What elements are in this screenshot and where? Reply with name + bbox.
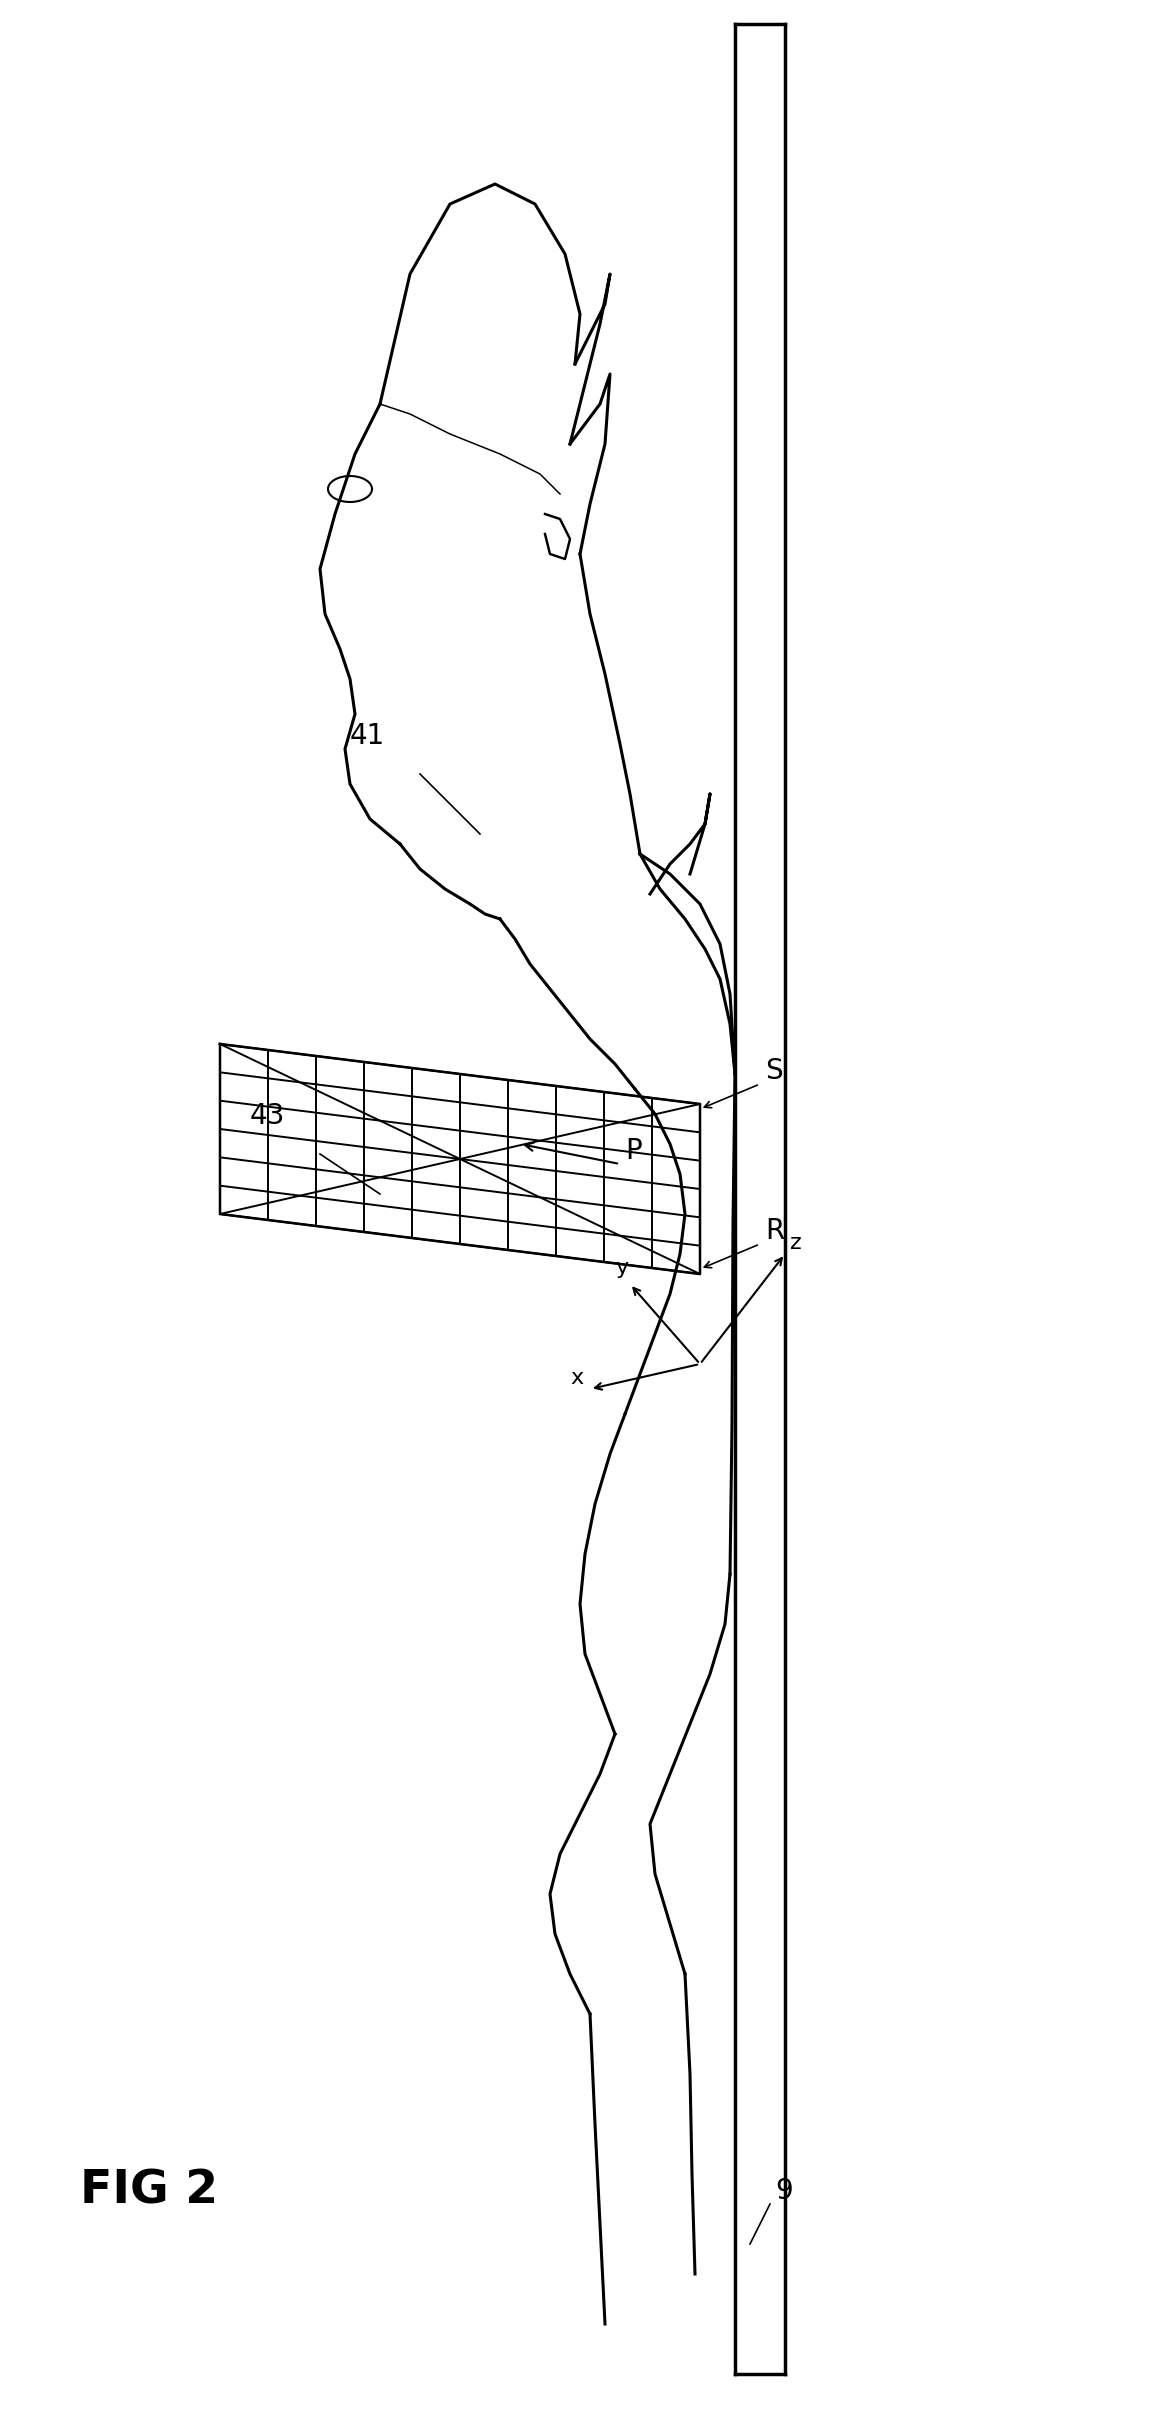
Text: z: z	[790, 1234, 802, 1253]
Text: 41: 41	[350, 722, 385, 749]
Text: y: y	[615, 1258, 628, 1277]
Text: 43: 43	[250, 1103, 286, 1130]
Text: 9: 9	[775, 2177, 793, 2206]
Text: P: P	[626, 1137, 642, 1166]
Text: S: S	[765, 1057, 782, 1086]
Text: x: x	[570, 1367, 583, 1389]
Text: R: R	[765, 1217, 785, 1246]
Text: FIG 2: FIG 2	[79, 2169, 218, 2213]
